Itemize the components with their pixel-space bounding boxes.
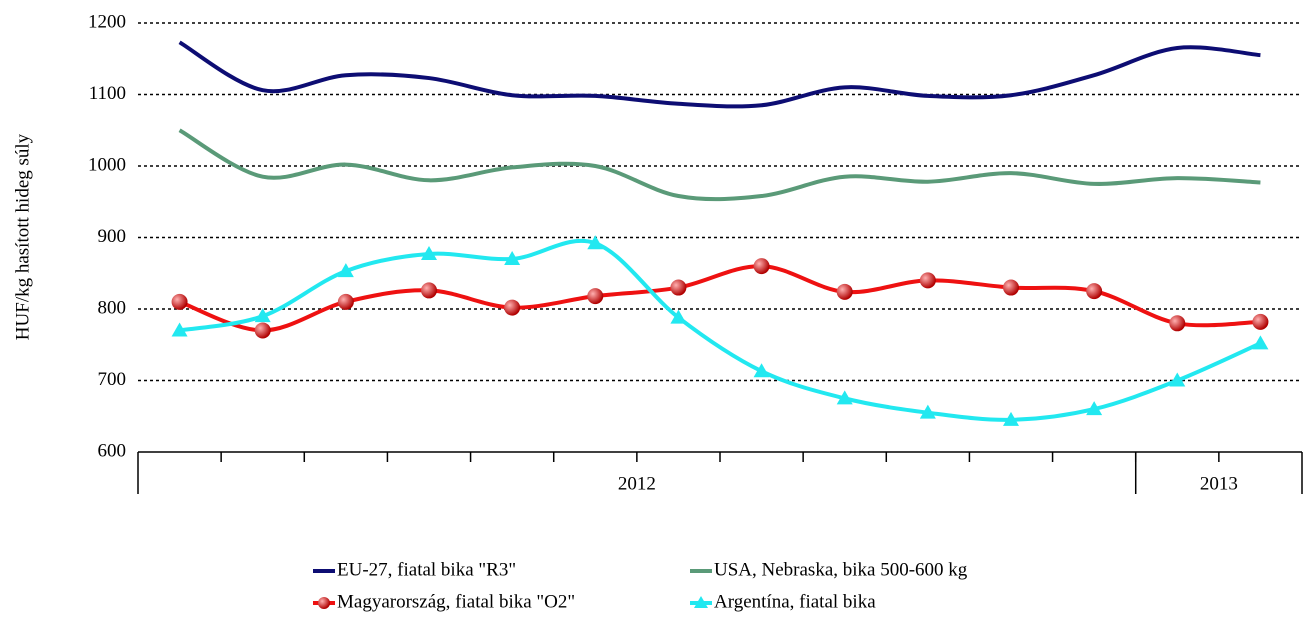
- legend-label: EU-27, fiatal bika "R3": [337, 559, 516, 580]
- marker: [337, 263, 354, 278]
- y-tick-label: 800: [98, 297, 127, 318]
- marker: [836, 390, 853, 405]
- y-tick-label: 1000: [88, 154, 126, 175]
- line: [179, 238, 1262, 422]
- line: [178, 264, 1261, 333]
- marker: [421, 282, 437, 299]
- y-tick-label: 600: [98, 440, 127, 461]
- x-group-label: 2013: [1200, 473, 1238, 494]
- marker: [919, 404, 936, 419]
- y-tick-label: 1100: [89, 83, 126, 104]
- marker: [1169, 315, 1186, 332]
- marker: [753, 258, 770, 275]
- marker: [836, 283, 853, 300]
- y-tick-label: 700: [98, 369, 127, 390]
- marker: [421, 245, 437, 260]
- line: [178, 128, 1261, 202]
- line: [178, 40, 1261, 109]
- marker: [254, 308, 271, 323]
- marker: [1003, 411, 1019, 426]
- marker: [337, 293, 354, 310]
- legend-marker: [318, 597, 330, 609]
- marker: [587, 235, 604, 250]
- legend-label: Argentína, fiatal bika: [714, 591, 876, 612]
- marker: [254, 322, 271, 339]
- x-group-label: 2012: [618, 473, 656, 494]
- marker: [670, 279, 687, 296]
- y-tick-label: 1200: [88, 11, 126, 32]
- marker: [171, 293, 188, 310]
- marker: [753, 363, 770, 378]
- marker: [171, 322, 188, 337]
- marker: [1169, 372, 1186, 387]
- marker: [919, 272, 936, 289]
- marker: [1252, 313, 1269, 330]
- y-axis-label: HUF/kg hasított hideg súly: [12, 133, 33, 340]
- y-tick-label: 900: [98, 226, 127, 247]
- legend-label: Magyarország, fiatal bika "O2": [337, 591, 575, 612]
- marker: [504, 299, 521, 316]
- legend-marker: [694, 596, 708, 608]
- marker: [670, 309, 687, 324]
- marker: [587, 288, 604, 305]
- legend-label: USA, Nebraska, bika 500-600 kg: [714, 559, 968, 580]
- marker: [504, 250, 521, 265]
- marker: [1003, 279, 1019, 296]
- marker: [1252, 335, 1269, 350]
- marker: [1086, 283, 1103, 300]
- marker: [1086, 401, 1103, 416]
